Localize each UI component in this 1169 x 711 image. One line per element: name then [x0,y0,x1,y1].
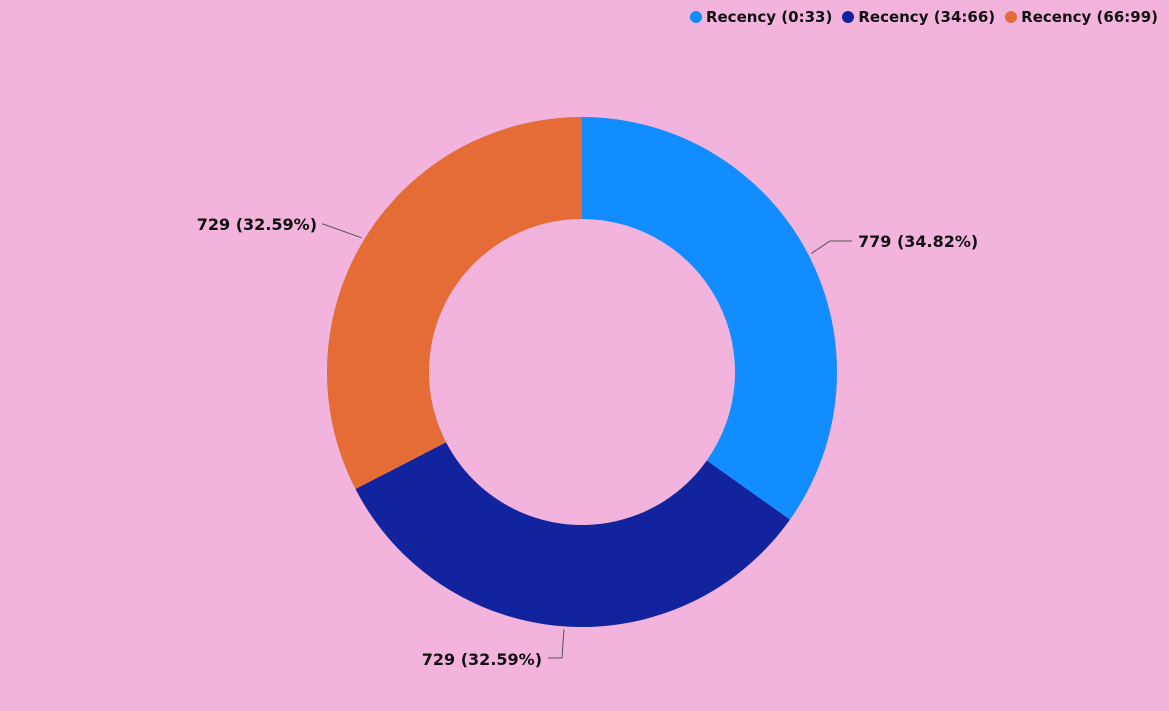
legend-item-recency-34-66[interactable]: Recency (34:66) [842,8,995,26]
legend-marker-icon [1005,11,1018,23]
donut-labels: 779 (34.82%) 729 (32.59%) 729 (32.59%) [197,215,978,669]
data-label-2: 729 (32.59%) [422,650,542,669]
leader-line-3 [322,223,362,239]
legend-label: Recency (66:99) [1021,8,1158,26]
donut-slice-1[interactable] [582,117,838,520]
data-label-3: 729 (32.59%) [197,215,317,234]
legend-label: Recency (0:33) [705,8,833,26]
legend-marker-icon [842,11,855,23]
donut-slices [326,117,838,627]
donut-slice-2[interactable] [355,442,790,627]
data-label-1: 779 (34.82%) [858,232,978,251]
legend-item-recency-66-99[interactable]: Recency (66:99) [1005,8,1158,26]
donut-slice-3[interactable] [326,117,582,490]
leader-line-1 [810,240,852,255]
leader-line-2 [548,629,565,659]
legend-item-recency-0-33[interactable]: Recency (0:33) [689,8,833,26]
legend-label: Recency (34:66) [858,8,996,26]
legend-marker-icon [689,11,702,23]
chart-legend: Recency (0:33) Recency (34:66) Recency (… [689,8,1158,26]
